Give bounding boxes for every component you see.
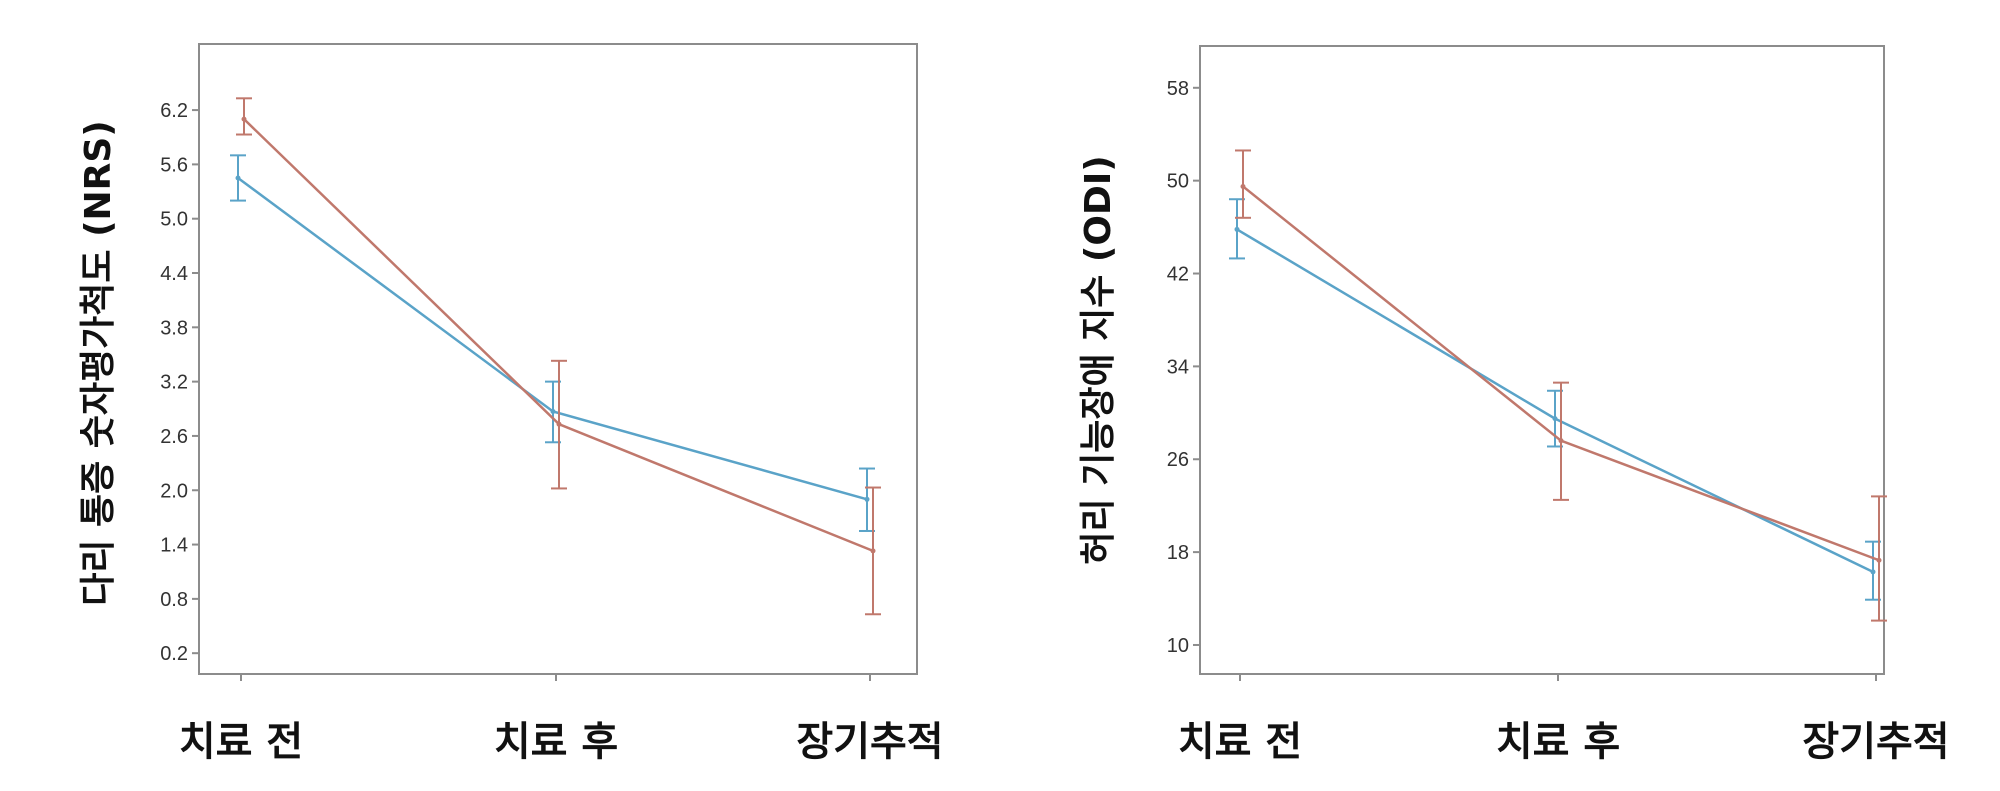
nrs-data-point	[235, 175, 241, 181]
nrs-data-point	[556, 421, 562, 427]
nrs-y-tick-label: 0.2	[160, 643, 188, 665]
odi-chart: 허리 기능장애 지수 (ODI) 10 18 26 34 42 50 58 치료 전 치료 후 장…	[1078, 45, 1950, 765]
nrs-y-tick-label: 4.4	[160, 263, 188, 285]
odi-y-tick-label: 58	[1167, 78, 1189, 100]
nrs-y-tick-label: 6.2	[160, 100, 188, 122]
nrs-data-point	[870, 548, 876, 554]
nrs-y-tick-label: 5.6	[160, 154, 188, 176]
odi-y-tick-label: 26	[1167, 449, 1189, 471]
odi-data-point	[1234, 226, 1240, 232]
odi-category-label: 치료 후	[1496, 719, 1620, 765]
nrs-data-point	[241, 116, 247, 122]
nrs-y-axis-label: 다리 통증 숫자평가척도 (NRS)	[78, 120, 119, 605]
nrs-data-point	[550, 409, 556, 414]
odi-y-tick-label: 34	[1167, 356, 1189, 378]
odi-y-tick-label: 50	[1167, 171, 1189, 193]
nrs-y-tick-label: 5.0	[160, 209, 188, 231]
nrs-y-tick-label: 2.6	[160, 426, 188, 448]
odi-plot-frame	[1199, 45, 1885, 675]
nrs-series-line	[237, 176, 868, 501]
odi-data-point	[1552, 416, 1558, 422]
nrs-y-tick-label: 2.0	[160, 480, 188, 502]
odi-y-axis-label: 허리 기능장애 지수 (ODI)	[1078, 155, 1119, 564]
odi-series-line	[1242, 185, 1880, 562]
odi-y-tick-label: 18	[1167, 542, 1189, 564]
odi-category-label: 장기추적	[1802, 719, 1949, 765]
nrs-chart: 다리 통증 숫자평가척도 (NRS) 0.2 0.8 1.4 2.0 2.6 3.2 3.8…	[78, 43, 944, 765]
odi-y-tick-label: 42	[1167, 264, 1189, 286]
nrs-category-label: 치료 후	[494, 719, 618, 765]
nrs-data-point	[864, 496, 870, 502]
odi-data-point	[1558, 438, 1564, 444]
nrs-y-tick-label: 3.8	[160, 317, 188, 339]
nrs-category-label: 치료 전	[179, 719, 303, 765]
odi-data-point	[1870, 569, 1876, 575]
nrs-y-tick-label: 1.4	[160, 535, 188, 557]
nrs-y-tick-label: 0.8	[160, 589, 188, 611]
nrs-category-label: 장기추적	[796, 719, 943, 765]
nrs-y-tick-label: 3.2	[160, 372, 188, 394]
odi-data-point	[1240, 183, 1246, 189]
odi-y-tick-label: 10	[1167, 635, 1189, 657]
odi-category-label: 치료 전	[1178, 719, 1302, 765]
odi-data-point	[1876, 557, 1882, 563]
nrs-plot-frame	[198, 43, 918, 675]
